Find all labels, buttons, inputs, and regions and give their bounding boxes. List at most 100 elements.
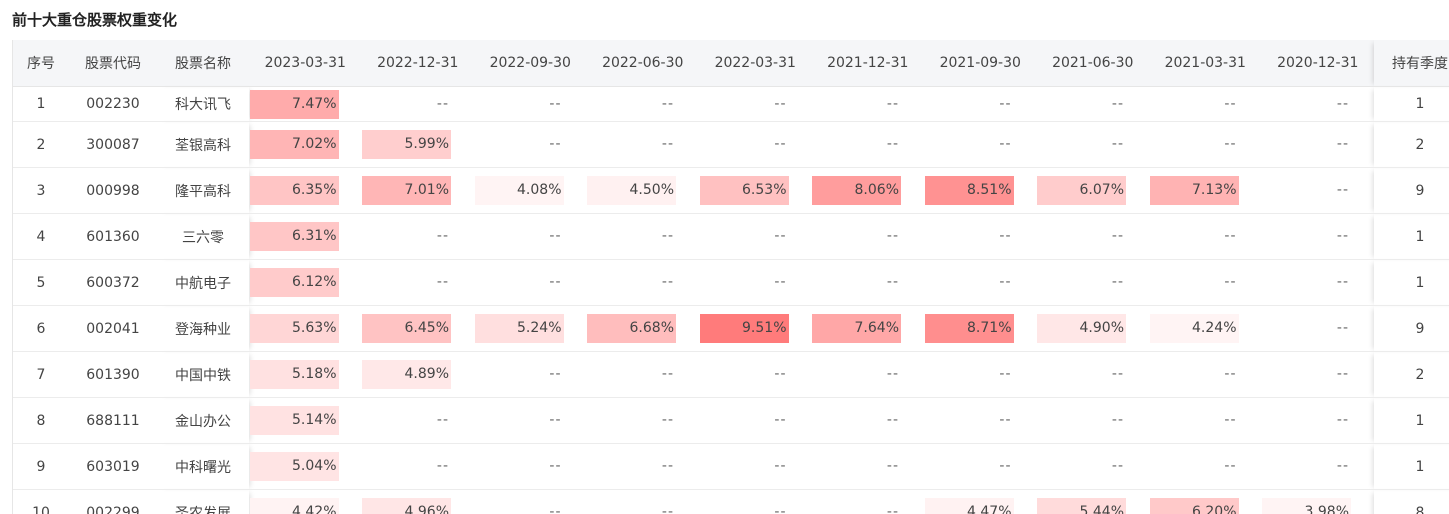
- weight-cell: --: [474, 121, 587, 168]
- stock-name: 荃银高科: [157, 121, 249, 168]
- header-quarter[interactable]: 2021-09-30: [924, 40, 1037, 87]
- weight-cell: --: [586, 86, 699, 122]
- table-row[interactable]: 2 300087 荃银高科 7.02% 5.99% -- -- -- -- -- -- -- -- 2: [13, 121, 1449, 168]
- weight-cell: --: [811, 443, 924, 490]
- stock-name: 中国中铁: [157, 351, 249, 398]
- holdings-weight-table: 序号 股票代码 股票名称 2023-03-31 2022-12-31 2022-09…: [13, 40, 1449, 514]
- weight-value: --: [999, 228, 1012, 244]
- weight-value: --: [661, 228, 674, 244]
- hold-quarters: 1: [1374, 397, 1449, 444]
- stock-name: 中航电子: [157, 259, 249, 306]
- weight-value: 4.42%: [249, 498, 339, 514]
- table-row[interactable]: 8 688111 金山办公 5.14% -- -- -- -- -- -- -- -- -- 1: [13, 397, 1449, 444]
- weight-cell: 5.04%: [249, 443, 362, 490]
- weight-cell: --: [811, 397, 924, 444]
- weight-value: --: [886, 95, 899, 112]
- weight-cell: --: [1261, 167, 1374, 214]
- header-hold-quarters[interactable]: 持有季度: [1374, 40, 1449, 87]
- weight-value: --: [999, 274, 1012, 290]
- stock-code: 603019: [69, 443, 157, 490]
- weight-cell: --: [699, 489, 812, 514]
- weight-value: 6.20%: [1149, 498, 1239, 514]
- weight-cell: --: [361, 86, 474, 122]
- header-no[interactable]: 序号: [13, 40, 69, 87]
- weight-cell: --: [474, 351, 587, 398]
- header-quarter[interactable]: 2020-12-31: [1261, 40, 1374, 87]
- weight-cell: --: [1149, 259, 1262, 306]
- weight-cell: 7.13%: [1149, 167, 1262, 214]
- weight-cell: --: [1149, 351, 1262, 398]
- weight-value: 6.68%: [587, 314, 676, 343]
- weight-value: --: [549, 458, 562, 474]
- weight-value: --: [1111, 136, 1124, 152]
- weight-value: --: [1111, 95, 1124, 112]
- weight-cell: 6.68%: [586, 305, 699, 352]
- header-quarter[interactable]: 2021-06-30: [1036, 40, 1149, 87]
- weight-value: 4.89%: [362, 360, 451, 389]
- header-quarter[interactable]: 2022-09-30: [474, 40, 587, 87]
- weight-value: --: [436, 412, 449, 428]
- weight-cell: 8.06%: [811, 167, 924, 214]
- weight-value: 5.24%: [474, 314, 564, 343]
- weight-cell: --: [1261, 121, 1374, 168]
- weight-value: 6.07%: [1037, 176, 1126, 205]
- weight-value: --: [774, 136, 787, 152]
- stock-name: 三六零: [157, 213, 249, 260]
- weight-cell: --: [1036, 397, 1149, 444]
- header-quarter[interactable]: 2022-03-31: [699, 40, 812, 87]
- header-name[interactable]: 股票名称: [157, 40, 249, 87]
- header-quarter[interactable]: 2022-12-31: [361, 40, 474, 87]
- weight-cell: --: [811, 489, 924, 514]
- weight-value: --: [886, 458, 899, 474]
- header-code[interactable]: 股票代码: [69, 40, 157, 87]
- holdings-table-container[interactable]: 序号 股票代码 股票名称 2023-03-31 2022-12-31 2022-09…: [12, 40, 1449, 514]
- hold-quarters: 8: [1374, 489, 1449, 514]
- stock-code: 601390: [69, 351, 157, 398]
- weight-value: --: [886, 274, 899, 290]
- weight-value: --: [661, 136, 674, 152]
- weight-cell: --: [361, 443, 474, 490]
- weight-cell: --: [361, 397, 474, 444]
- table-row[interactable]: 3 000998 隆平高科 6.35% 7.01% 4.08% 4.50% 6.53% 8.06…: [13, 167, 1449, 214]
- table-row[interactable]: 1 002230 科大讯飞 7.47% -- -- -- -- -- -- -- -- -- 1: [13, 86, 1449, 122]
- header-quarter[interactable]: 2023-03-31: [249, 40, 362, 87]
- table-row[interactable]: 4 601360 三六零 6.31% -- -- -- -- -- -- -- -- -- 1: [13, 213, 1449, 260]
- weight-value: --: [661, 274, 674, 290]
- header-quarter[interactable]: 2022-06-30: [586, 40, 699, 87]
- header-quarter[interactable]: 2021-12-31: [811, 40, 924, 87]
- weight-cell: 8.71%: [924, 305, 1037, 352]
- weight-value: 4.24%: [1149, 314, 1239, 343]
- weight-cell: 6.12%: [249, 259, 362, 306]
- weight-cell: --: [924, 351, 1037, 398]
- weight-cell: --: [1036, 121, 1149, 168]
- weight-cell: 6.31%: [249, 213, 362, 260]
- table-row[interactable]: 5 600372 中航电子 6.12% -- -- -- -- -- -- -- -- -- 1: [13, 259, 1449, 306]
- weight-cell: --: [699, 213, 812, 260]
- weight-cell: --: [699, 351, 812, 398]
- weight-cell: 5.18%: [249, 351, 362, 398]
- weight-cell: 4.89%: [361, 351, 474, 398]
- weight-cell: --: [811, 86, 924, 122]
- table-row[interactable]: 6 002041 登海种业 5.63% 6.45% 5.24% 6.68% 9.51% 7.64…: [13, 305, 1449, 352]
- row-number: 8: [13, 397, 69, 444]
- weight-cell: --: [474, 443, 587, 490]
- weight-value: --: [661, 412, 674, 428]
- weight-value: --: [774, 366, 787, 382]
- weight-value: 8.51%: [924, 176, 1014, 205]
- table-row[interactable]: 10 002299 圣农发展 4.42% 4.96% -- -- -- -- 4.47% 5.44%…: [13, 489, 1449, 514]
- weight-value: 6.45%: [362, 314, 451, 343]
- header-quarter[interactable]: 2021-03-31: [1149, 40, 1262, 87]
- table-row[interactable]: 9 603019 中科曙光 5.04% -- -- -- -- -- -- -- -- -- 1: [13, 443, 1449, 490]
- weight-value: --: [549, 228, 562, 244]
- weight-value: 7.47%: [249, 89, 339, 119]
- weight-cell: 3.98%: [1261, 489, 1374, 514]
- weight-cell: --: [924, 443, 1037, 490]
- weight-value: --: [1336, 458, 1349, 474]
- weight-cell: 7.64%: [811, 305, 924, 352]
- weight-value: 8.71%: [924, 314, 1014, 343]
- weight-value: 7.01%: [362, 176, 451, 205]
- weight-cell: --: [699, 259, 812, 306]
- row-number: 10: [13, 489, 69, 514]
- table-row[interactable]: 7 601390 中国中铁 5.18% 4.89% -- -- -- -- -- -- -- -- 2: [13, 351, 1449, 398]
- weight-cell: --: [1261, 259, 1374, 306]
